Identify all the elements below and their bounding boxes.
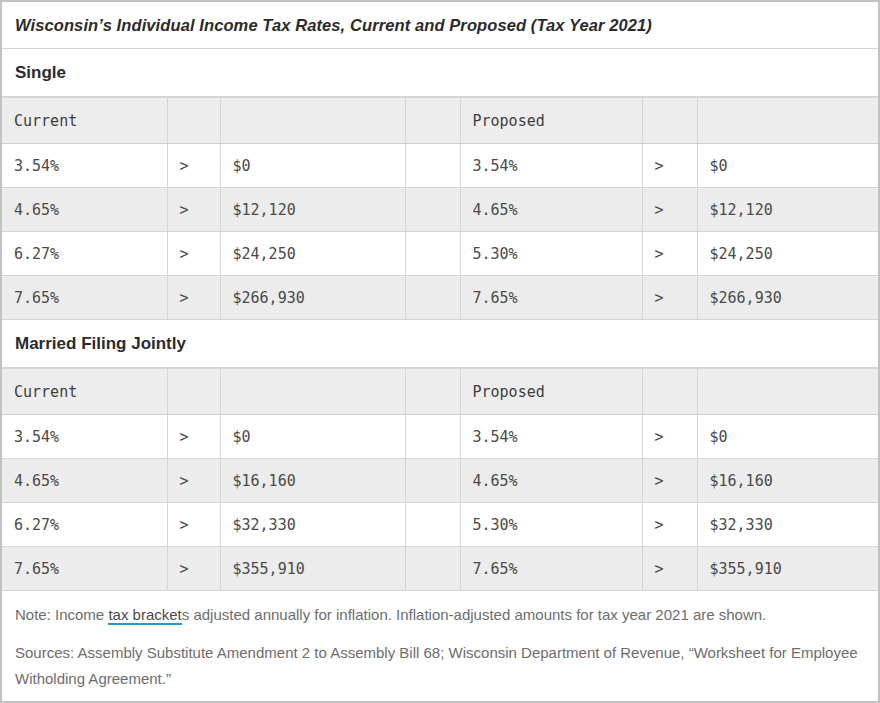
note-prefix: Note: Income [15, 606, 108, 623]
proposed-rate-cell: 7.65% [460, 276, 642, 320]
proposed-rate-cell: 4.65% [460, 188, 642, 232]
spacer-cell [405, 503, 460, 547]
spacer-cell [405, 459, 460, 503]
proposed-rate-cell: 3.54% [460, 144, 642, 188]
spacer-cell [405, 415, 460, 459]
section-label: Married Filing Jointly [15, 334, 186, 354]
proposed-threshold-cell: $0 [697, 415, 880, 459]
proposed-threshold-cell: $355,910 [697, 547, 880, 591]
current-threshold-cell: $32,330 [220, 503, 405, 547]
greater-than-cell: > [642, 503, 697, 547]
current-threshold-cell: $12,120 [220, 188, 405, 232]
current-threshold-cell: $0 [220, 144, 405, 188]
current-threshold-cell: $266,930 [220, 276, 405, 320]
note-suffix: s adjusted annually for inflation. Infla… [182, 606, 767, 623]
greater-than-cell: > [642, 459, 697, 503]
greater-than-cell: > [167, 503, 220, 547]
greater-than-cell: > [642, 232, 697, 276]
proposed-threshold-cell: $16,160 [697, 459, 880, 503]
greater-than-cell: > [642, 144, 697, 188]
column-header-row: Current Proposed [2, 98, 880, 144]
proposed-column-header: Proposed [460, 369, 642, 415]
married-bracket-table: Current Proposed 3.54% > $0 3.54% > $0 4… [2, 368, 880, 591]
tax-bracket-link[interactable]: tax bracket [108, 606, 181, 625]
empty-header-cell [220, 369, 405, 415]
chart-title-bar: Wisconsin’s Individual Income Tax Rates,… [2, 2, 878, 49]
proposed-rate-cell: 5.30% [460, 232, 642, 276]
current-threshold-cell: $24,250 [220, 232, 405, 276]
proposed-threshold-cell: $32,330 [697, 503, 880, 547]
greater-than-cell: > [642, 188, 697, 232]
table-row: 3.54% > $0 3.54% > $0 [2, 144, 880, 188]
current-rate-cell: 3.54% [2, 415, 167, 459]
note-text: Note: Income tax brackets adjusted annua… [15, 602, 865, 628]
spacer-cell [405, 144, 460, 188]
greater-than-cell: > [642, 547, 697, 591]
current-threshold-cell: $355,910 [220, 547, 405, 591]
proposed-threshold-cell: $0 [697, 144, 880, 188]
current-threshold-cell: $16,160 [220, 459, 405, 503]
proposed-rate-cell: 4.65% [460, 459, 642, 503]
table-row: 7.65% > $266,930 7.65% > $266,930 [2, 276, 880, 320]
empty-header-cell [167, 98, 220, 144]
current-rate-cell: 3.54% [2, 144, 167, 188]
empty-header-cell [220, 98, 405, 144]
greater-than-cell: > [167, 547, 220, 591]
table-row: 3.54% > $0 3.54% > $0 [2, 415, 880, 459]
current-rate-cell: 7.65% [2, 547, 167, 591]
empty-header-cell [642, 369, 697, 415]
tax-rate-table-widget: Wisconsin’s Individual Income Tax Rates,… [0, 0, 880, 703]
proposed-rate-cell: 3.54% [460, 415, 642, 459]
current-rate-cell: 6.27% [2, 232, 167, 276]
greater-than-cell: > [642, 276, 697, 320]
table-row: 7.65% > $355,910 7.65% > $355,910 [2, 547, 880, 591]
empty-header-cell [697, 98, 880, 144]
greater-than-cell: > [642, 415, 697, 459]
footnotes: Note: Income tax brackets adjusted annua… [2, 591, 878, 692]
current-rate-cell: 6.27% [2, 503, 167, 547]
greater-than-cell: > [167, 232, 220, 276]
greater-than-cell: > [167, 415, 220, 459]
sources-text: Sources: Assembly Substitute Amendment 2… [15, 640, 865, 692]
current-rate-cell: 4.65% [2, 188, 167, 232]
empty-header-cell [697, 369, 880, 415]
single-bracket-table: Current Proposed 3.54% > $0 3.54% > $0 4… [2, 97, 880, 320]
current-rate-cell: 4.65% [2, 459, 167, 503]
spacer-header-cell [405, 369, 460, 415]
table-row: 6.27% > $32,330 5.30% > $32,330 [2, 503, 880, 547]
current-rate-cell: 7.65% [2, 276, 167, 320]
proposed-threshold-cell: $24,250 [697, 232, 880, 276]
section-header-single: Single [2, 49, 878, 97]
empty-header-cell [167, 369, 220, 415]
spacer-header-cell [405, 98, 460, 144]
spacer-cell [405, 188, 460, 232]
column-header-row: Current Proposed [2, 369, 880, 415]
spacer-cell [405, 232, 460, 276]
table-row: 6.27% > $24,250 5.30% > $24,250 [2, 232, 880, 276]
current-column-header: Current [2, 98, 167, 144]
chart-title: Wisconsin’s Individual Income Tax Rates,… [15, 16, 652, 35]
greater-than-cell: > [167, 144, 220, 188]
proposed-rate-cell: 7.65% [460, 547, 642, 591]
greater-than-cell: > [167, 276, 220, 320]
proposed-threshold-cell: $12,120 [697, 188, 880, 232]
section-label: Single [15, 63, 66, 83]
greater-than-cell: > [167, 459, 220, 503]
current-column-header: Current [2, 369, 167, 415]
section-header-married-filing-jointly: Married Filing Jointly [2, 320, 878, 368]
spacer-cell [405, 276, 460, 320]
current-threshold-cell: $0 [220, 415, 405, 459]
proposed-column-header: Proposed [460, 98, 642, 144]
spacer-cell [405, 547, 460, 591]
proposed-rate-cell: 5.30% [460, 503, 642, 547]
greater-than-cell: > [167, 188, 220, 232]
proposed-threshold-cell: $266,930 [697, 276, 880, 320]
table-row: 4.65% > $16,160 4.65% > $16,160 [2, 459, 880, 503]
table-row: 4.65% > $12,120 4.65% > $12,120 [2, 188, 880, 232]
empty-header-cell [642, 98, 697, 144]
